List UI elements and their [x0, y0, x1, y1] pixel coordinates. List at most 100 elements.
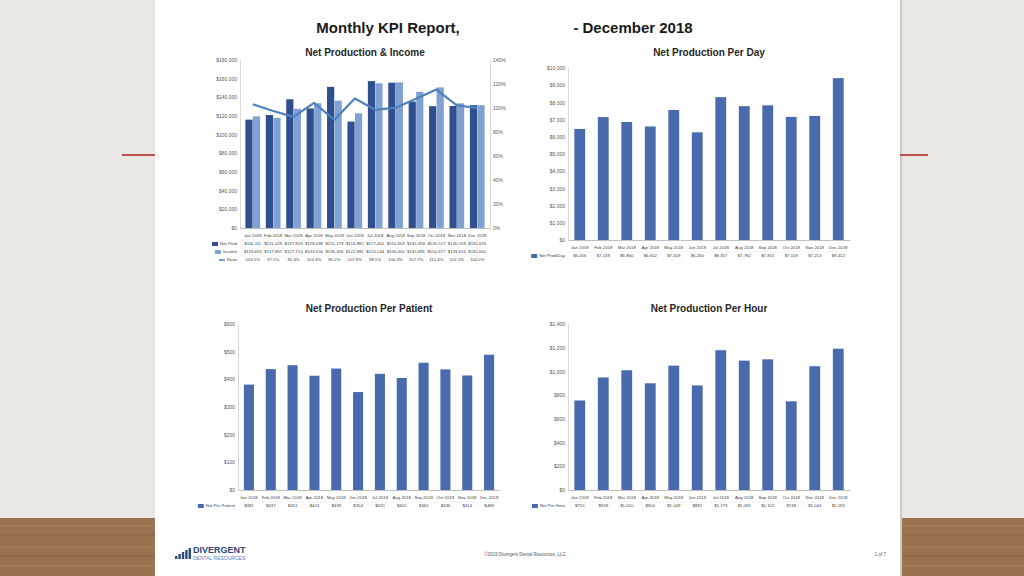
plot-area: [574, 349, 843, 490]
tick: $9,000: [550, 82, 568, 88]
tick: Sep 2018: [759, 240, 778, 250]
table-cell: $137,919: [285, 241, 304, 246]
axis-line: [568, 69, 569, 241]
tick: $400: [554, 440, 568, 446]
table-cell: $156,050: [387, 249, 406, 254]
page-number: 1 of 7: [875, 552, 887, 557]
table-cell: $414: [462, 503, 472, 508]
tick-label: Jan 2018: [571, 245, 589, 250]
tick-label: Dec 2018: [829, 245, 848, 250]
bar: [739, 106, 750, 240]
tick: Oct 2018: [783, 240, 801, 250]
tick-label: Dec 2018: [829, 495, 848, 500]
table-cell: $489: [484, 503, 494, 508]
table-cell: $405: [397, 503, 407, 508]
tick-label: 60%: [493, 153, 504, 159]
bar: [645, 126, 656, 240]
table-cell: $354: [353, 503, 363, 508]
table-cell: 103.1%: [245, 257, 260, 262]
tick-label: Aug 2018: [735, 495, 754, 500]
tick-label: $1,200: [550, 345, 566, 351]
tick-label: Aug 2018: [386, 233, 405, 238]
legend-swatch: [198, 504, 204, 508]
tick: $40,000: [219, 188, 240, 194]
tick: Jun 2018: [349, 490, 367, 500]
table-cell: $1,192: [832, 503, 846, 508]
tick-label: Oct 2018: [783, 245, 801, 250]
bar: [375, 374, 385, 490]
tick-label: $300: [224, 404, 235, 410]
tick: May 2018: [327, 490, 346, 500]
tick: $600: [554, 416, 568, 422]
bar: [692, 385, 703, 490]
tick: Dec 2018: [480, 490, 499, 500]
tick-label: Dec 2018: [468, 233, 487, 238]
bar: [484, 355, 494, 490]
tick-label: $20,000: [219, 206, 237, 212]
tick-label: 120%: [493, 81, 506, 87]
table-cell: 107.9%: [348, 257, 363, 262]
tick-label: Jun 2018: [346, 233, 364, 238]
chart: Net Production Per Patient$0$100$200$300…: [198, 303, 501, 508]
table-cell: 98.5%: [369, 257, 381, 262]
axis-line: [569, 490, 851, 491]
legend-swatch: [219, 259, 225, 261]
tick: $300: [224, 404, 238, 410]
bar: [355, 113, 362, 228]
tick: $20,000: [219, 206, 240, 212]
tick: 80%: [490, 129, 504, 135]
tick-label: $600: [224, 321, 235, 327]
table-cell: $7,831: [761, 253, 775, 258]
tick-label: $1,000: [550, 220, 566, 226]
table-cell: $413: [310, 503, 320, 508]
tick-label: $8,000: [550, 100, 566, 106]
tick-label: Jul 2018: [713, 245, 730, 250]
tick-label: Oct 2018: [783, 495, 801, 500]
bar: [288, 365, 298, 490]
tick-label: $2,000: [550, 203, 566, 209]
table-cell: $437: [266, 503, 276, 508]
tick: $1,200: [550, 345, 568, 351]
bar: [327, 87, 334, 228]
tick: 0%: [490, 225, 501, 231]
table-cell: 97.5%: [267, 257, 279, 262]
tick: Apr 2018: [306, 490, 324, 500]
tick: Apr 2018: [642, 240, 660, 250]
bar: [244, 385, 254, 490]
table-cell: $7,782: [738, 253, 752, 258]
table-cell: $121,029: [264, 241, 283, 246]
tick-label: Oct 2018: [428, 233, 446, 238]
bar: [598, 377, 609, 490]
bar: [437, 87, 444, 228]
tick-label: $9,000: [550, 82, 566, 88]
tick: $80,000: [219, 150, 240, 156]
bar: [294, 109, 301, 228]
tick: Nov 2018: [458, 490, 477, 500]
tick: Oct 2018: [437, 490, 455, 500]
tick: Jun 2018: [688, 240, 706, 250]
table-cell: $131,601: [468, 249, 487, 254]
tick: $6,000: [550, 134, 568, 140]
bar: [786, 117, 797, 240]
tick-label: $1,000: [550, 369, 566, 375]
tick-label: $160,000: [216, 76, 237, 82]
table-cell: $116,111: [244, 241, 262, 246]
table-cell: $1,179: [714, 503, 728, 508]
tick: Aug 2018: [735, 490, 754, 500]
data-table: Net Per Patient$381$437$451$413$439$354$…: [198, 502, 500, 508]
tick: Nov 2018: [806, 490, 825, 500]
legend-label: Ratio: [227, 257, 238, 262]
tick-label: May 2018: [664, 245, 683, 250]
tick: Feb 2018: [594, 240, 613, 250]
tick: 100%: [490, 105, 506, 111]
y-axis: $0$1,000$2,000$3,000$4,000$5,000$6,000$7…: [547, 65, 569, 243]
tick-label: $140,000: [216, 94, 237, 100]
logo-text: DIVERGENT: [193, 545, 246, 555]
tick: $140,000: [216, 94, 240, 100]
tick-label: Mar 2018: [618, 495, 637, 500]
table-cell: $436: [441, 503, 451, 508]
bar: [715, 350, 726, 490]
logo-subtext: DENTAL RESOURCES: [193, 555, 246, 561]
tick: Dec 2018: [468, 228, 487, 238]
page: [155, 0, 900, 576]
